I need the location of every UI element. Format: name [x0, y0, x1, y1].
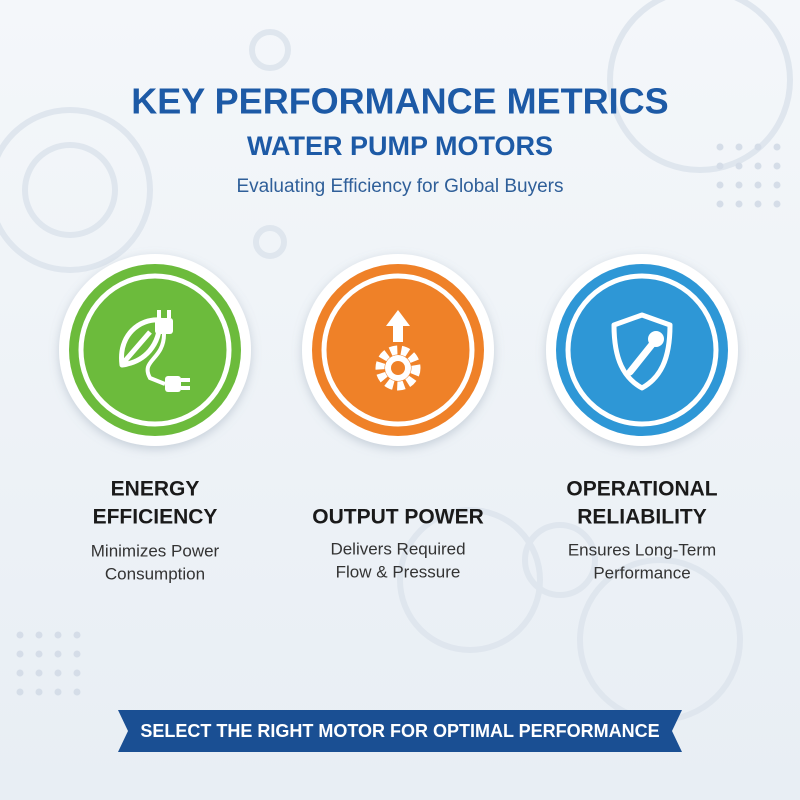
dot [735, 200, 743, 208]
dot [735, 181, 743, 189]
dot-grid [16, 143, 781, 696]
card-description: Minimizes Power [91, 541, 220, 560]
card-title: RELIABILITY [577, 506, 707, 529]
title: KEY PERFORMANCE METRICS [131, 81, 668, 122]
dot [16, 650, 24, 658]
dot [35, 688, 43, 696]
card-description: Delivers Required [330, 539, 465, 558]
dot [16, 688, 24, 696]
dot [716, 181, 724, 189]
dot [754, 162, 762, 170]
card-title: EFFICIENCY [93, 506, 218, 529]
decoration [0, 0, 793, 723]
power-icon [302, 254, 494, 446]
card-title: OPERATIONAL [566, 478, 717, 501]
card-title: ENERGY [111, 478, 200, 501]
dot [73, 650, 81, 658]
dot [73, 631, 81, 639]
dot [773, 143, 781, 151]
dot [73, 669, 81, 677]
card-description: Ensures Long-Term [568, 540, 716, 559]
dot [773, 181, 781, 189]
dot [16, 669, 24, 677]
card-description: Consumption [105, 564, 205, 583]
dot [16, 631, 24, 639]
dot [54, 688, 62, 696]
dot [716, 200, 724, 208]
banner-text: SELECT THE RIGHT MOTOR FOR OPTIMAL PERFO… [140, 721, 659, 741]
dot [754, 200, 762, 208]
reliability-icon [546, 254, 738, 446]
card-title: OUTPUT POWER [312, 506, 484, 529]
dot [754, 143, 762, 151]
dot [716, 162, 724, 170]
dot [735, 143, 743, 151]
dot [54, 631, 62, 639]
energy-icon [59, 254, 251, 446]
dot [773, 200, 781, 208]
dot [54, 650, 62, 658]
dot [716, 143, 724, 151]
subtitle: WATER PUMP MOTORS [247, 131, 553, 161]
dot [773, 162, 781, 170]
dot [54, 669, 62, 677]
dot [35, 631, 43, 639]
card-description: Flow & Pressure [336, 562, 461, 581]
tagline: Evaluating Efficiency for Global Buyers [236, 176, 563, 197]
dot [754, 181, 762, 189]
card-description: Performance [593, 563, 690, 582]
dot [73, 688, 81, 696]
dot [735, 162, 743, 170]
footer-banner: SELECT THE RIGHT MOTOR FOR OPTIMAL PERFO… [118, 710, 682, 752]
dot [35, 650, 43, 658]
dot [35, 669, 43, 677]
